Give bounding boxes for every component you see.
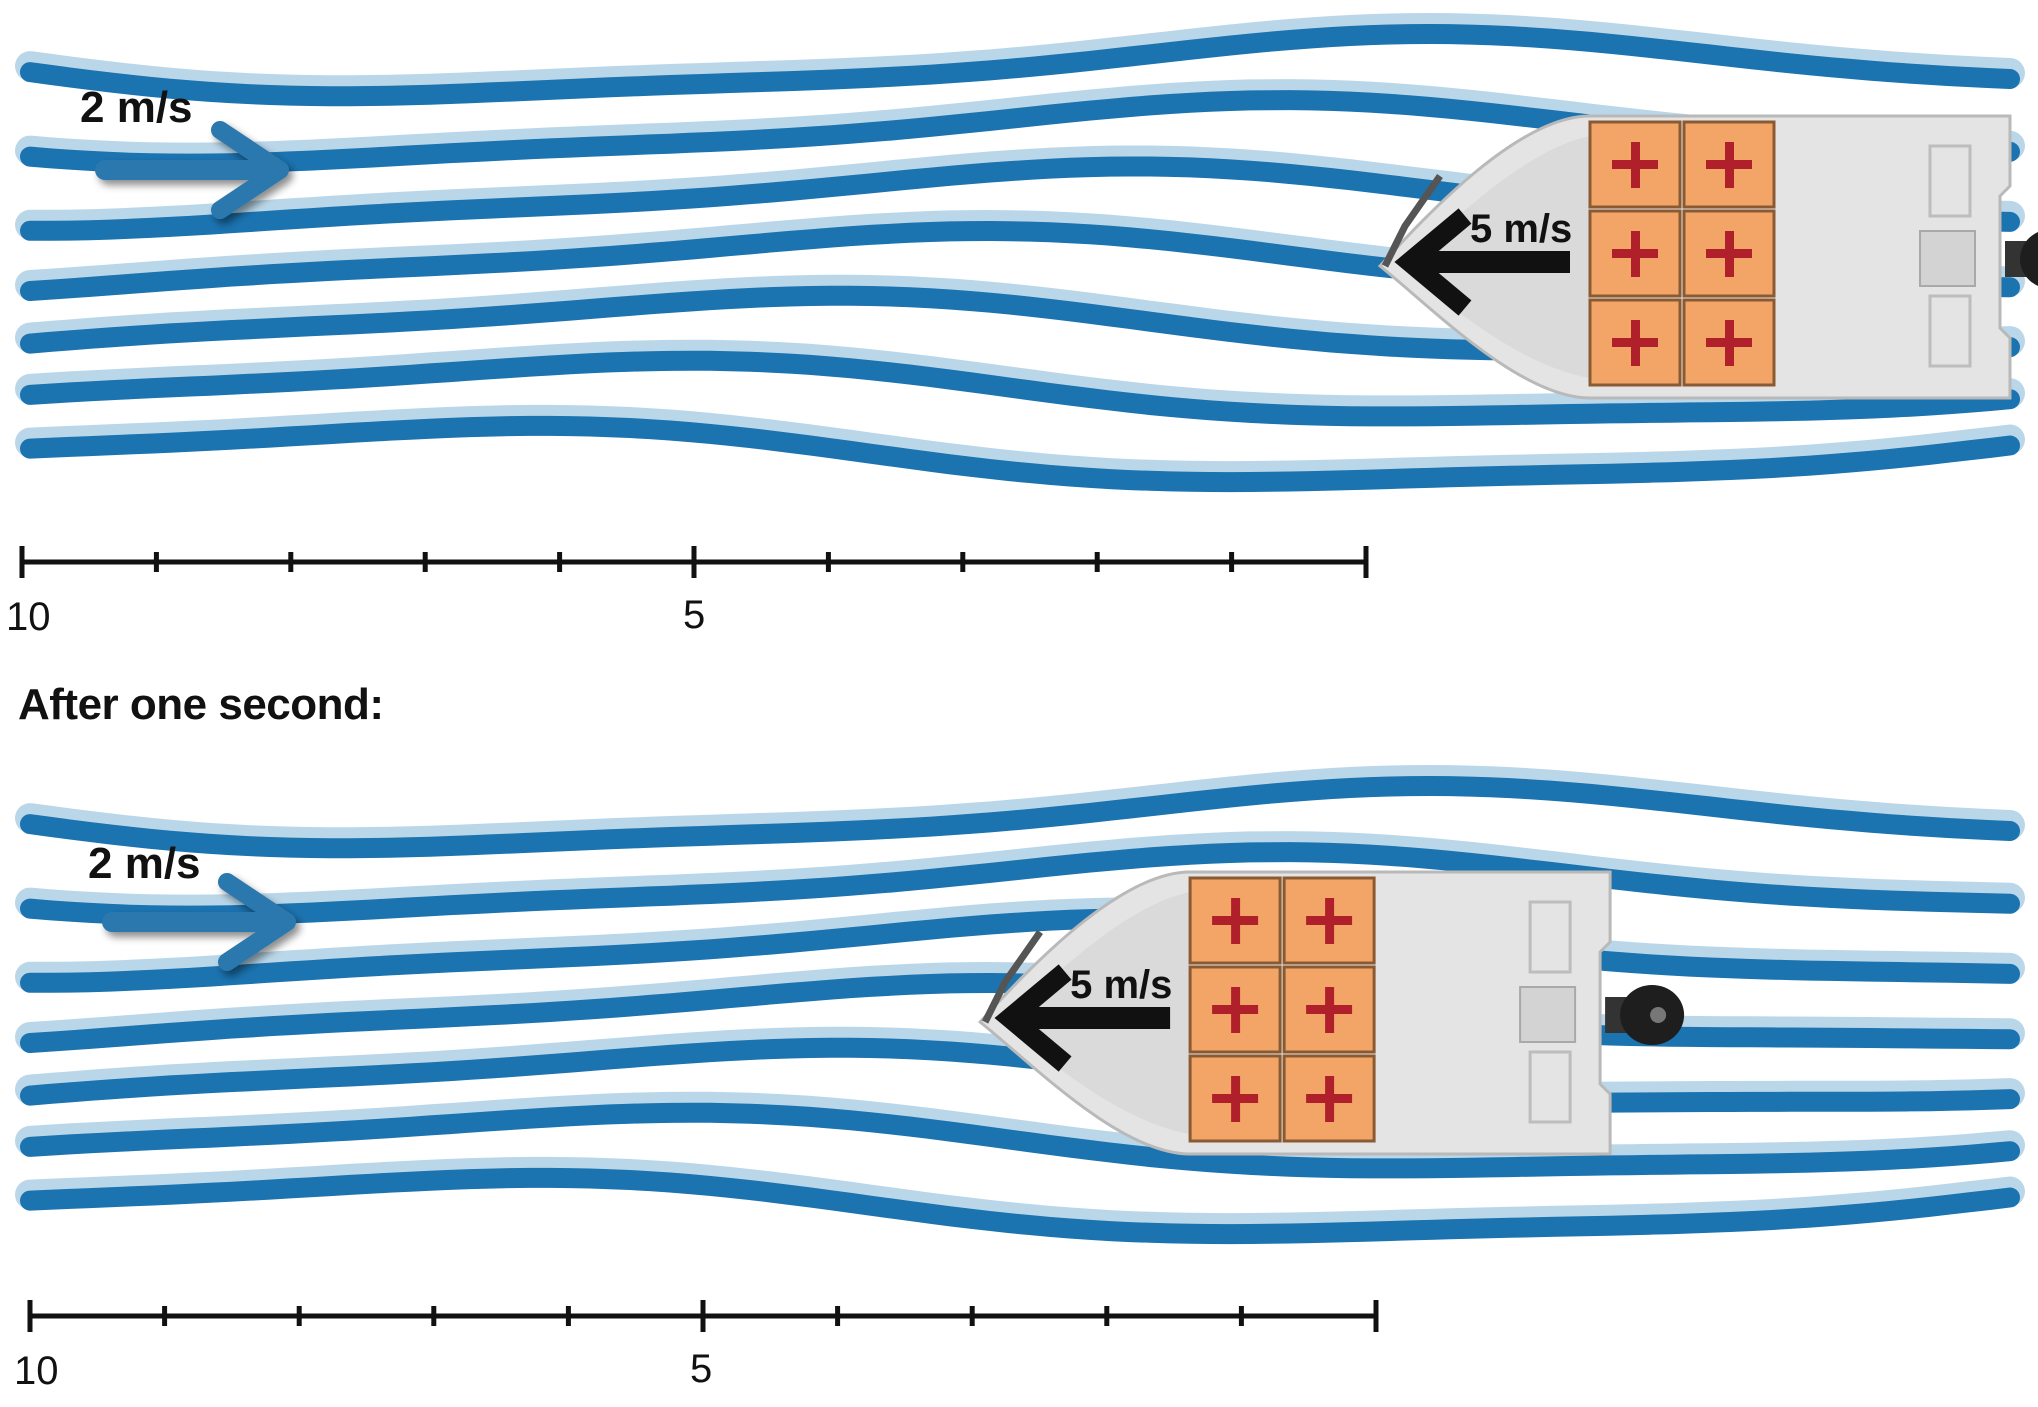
scene-before: 5 m/s 2 m/s 10 5 <box>6 12 2038 639</box>
medical-crate <box>1188 876 1282 965</box>
medical-cross-icon <box>1306 898 1353 944</box>
scale-start-label: 10 <box>14 1349 59 1393</box>
medical-crate <box>1282 965 1376 1054</box>
boat: 5 m/s <box>1380 116 2038 398</box>
current-arrow-icon <box>102 873 296 971</box>
medical-crate <box>1682 209 1776 298</box>
outboard-motor-icon <box>2005 232 2038 286</box>
medical-cross-icon <box>1612 320 1658 366</box>
outboard-motor-icon <box>1605 985 1685 1045</box>
scale-mid-label: 5 <box>690 1347 712 1391</box>
medical-cross-icon <box>1612 231 1658 277</box>
velocity-arrow-icon <box>994 964 1171 1072</box>
medical-crate <box>1682 298 1776 387</box>
caption: After one second: <box>18 680 384 729</box>
current-speed-label: 2 m/s <box>80 83 193 132</box>
medical-crate <box>1282 1054 1376 1143</box>
medical-cross-icon <box>1212 1076 1259 1122</box>
wave <box>20 1167 2020 1245</box>
wave <box>20 23 2020 107</box>
medical-cross-icon <box>1212 987 1259 1033</box>
boat-speed-label: 5 m/s <box>1070 963 1172 1007</box>
medical-cross-icon <box>1612 142 1658 188</box>
velocity-arrow-icon <box>1394 208 1570 316</box>
medical-cross-icon <box>1306 1076 1353 1122</box>
wave <box>20 842 2020 926</box>
medical-crate <box>1588 298 1682 387</box>
wave <box>20 775 2020 859</box>
boat-speed-label: 5 m/s <box>1470 207 1572 251</box>
medical-crate <box>1282 876 1376 965</box>
boat: 5 m/s <box>980 872 1685 1154</box>
scale-mid-label: 5 <box>683 593 705 637</box>
medical-cross-icon <box>1706 320 1752 366</box>
medical-crate <box>1588 209 1682 298</box>
water-current <box>15 12 2025 493</box>
wave <box>20 908 2020 993</box>
current-arrow-icon <box>95 121 289 219</box>
scale-start-label: 10 <box>6 595 51 639</box>
scene-after: 5 m/s 2 m/s 10 5 <box>14 764 2025 1393</box>
medical-cross-icon <box>1306 987 1353 1033</box>
current-speed-label: 2 m/s <box>88 839 201 888</box>
medical-crate <box>1188 1054 1282 1143</box>
medical-cross-icon <box>1212 898 1259 944</box>
medical-crate <box>1682 120 1776 209</box>
scale-bar <box>27 1300 1379 1332</box>
wave <box>20 415 2020 493</box>
medical-crate <box>1188 965 1282 1054</box>
medical-cross-icon <box>1706 231 1752 277</box>
wave <box>20 350 2020 427</box>
medical-cross-icon <box>1706 142 1752 188</box>
scale-bar <box>19 546 1369 578</box>
medical-crate <box>1588 120 1682 209</box>
wave <box>20 1102 2020 1179</box>
